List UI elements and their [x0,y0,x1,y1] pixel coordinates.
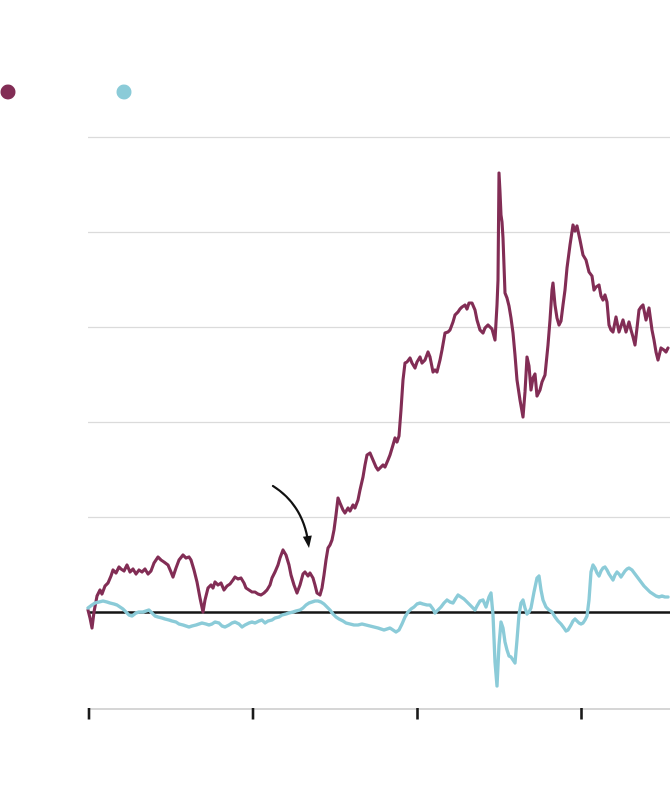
series-line-cyan [86,563,670,688]
legend-dot-maroon [0,84,16,100]
series-line-maroon [86,171,670,630]
trend-arrow-curve [271,484,310,544]
legend-dot-cyan [116,84,132,100]
trend-arrow-head [302,535,312,548]
